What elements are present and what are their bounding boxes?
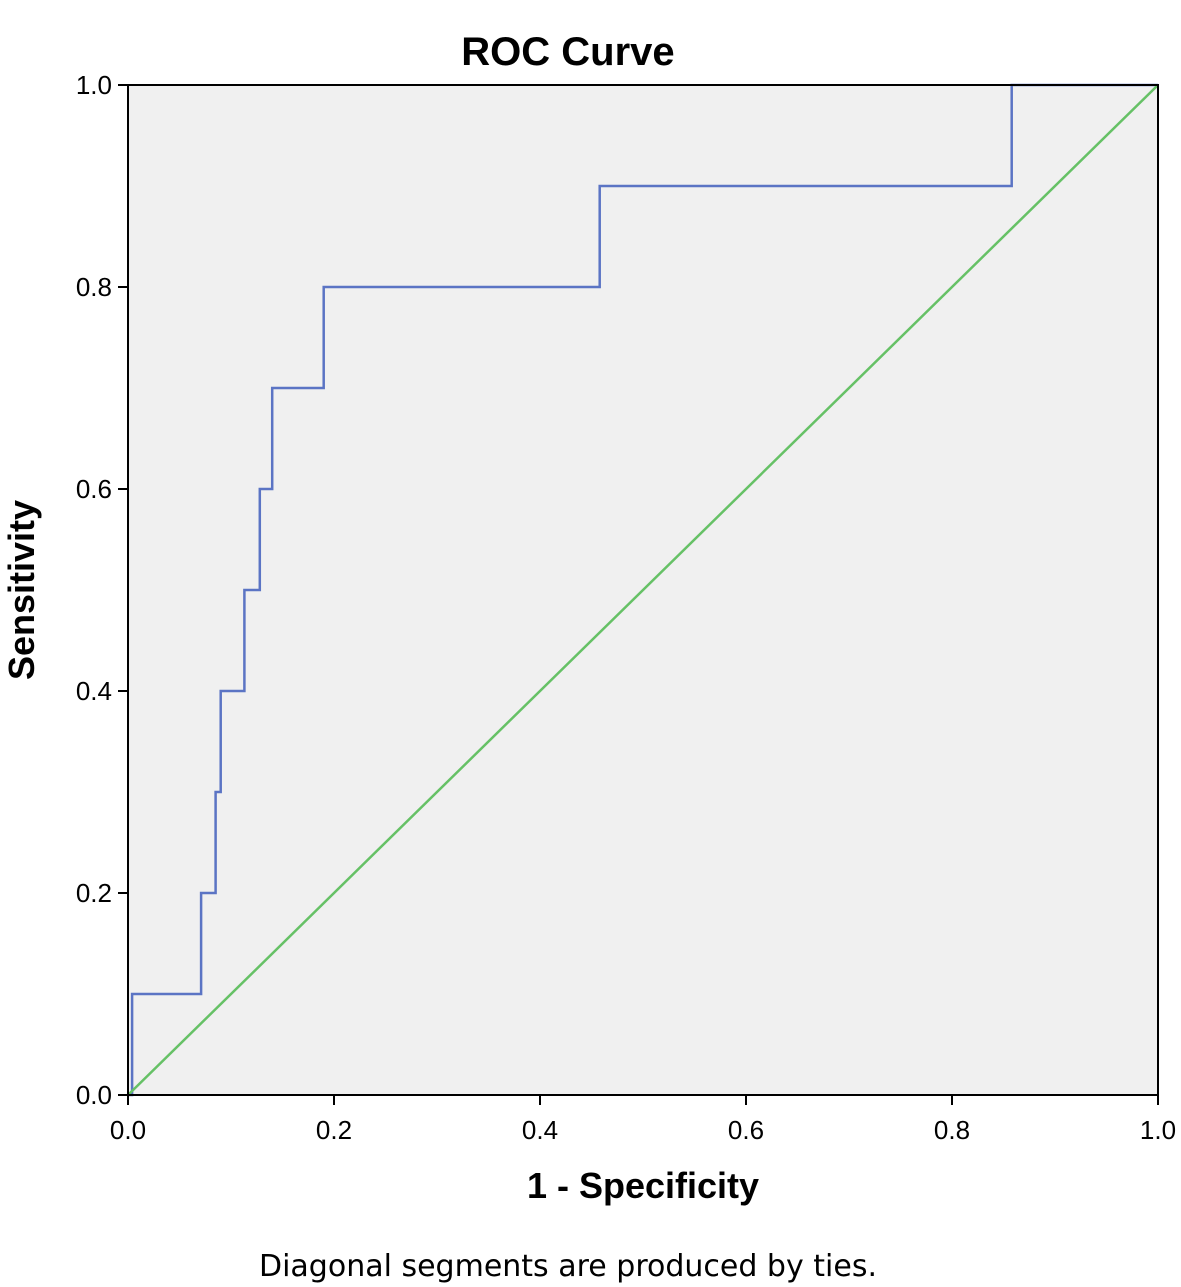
x-axis-label: 1 - Specificity — [527, 1165, 759, 1206]
y-tick-label: 0.8 — [76, 272, 112, 302]
x-tick-label: 0.8 — [934, 1115, 970, 1145]
plot-frame — [127, 84, 1159, 1096]
y-tick-label: 0.4 — [76, 676, 112, 706]
roc-curve-line — [128, 83, 1158, 1097]
x-tick-label: 0.0 — [110, 1115, 146, 1145]
chart-title: ROC Curve — [461, 30, 674, 74]
series-layer — [127, 83, 1159, 1097]
y-tick-label: 0.2 — [76, 878, 112, 908]
footnote: Diagonal segments are produced by ties. — [259, 1249, 877, 1284]
x-tick-label: 0.2 — [316, 1115, 352, 1145]
reference-diagonal-line — [127, 84, 1159, 1096]
y-tick-label: 0.0 — [76, 1080, 112, 1110]
y-tick-label: 1.0 — [76, 70, 112, 100]
x-tick-label: 0.6 — [728, 1115, 764, 1145]
y-axis-label: Sensitivity — [1, 500, 42, 680]
y-axis-ticks: 0.0 0.2 0.4 0.6 0.8 1.0 — [76, 70, 128, 1110]
x-tick-label: 1.0 — [1140, 1115, 1176, 1145]
x-axis-ticks: 0.0 0.2 0.4 0.6 0.8 1.0 — [110, 1095, 1176, 1145]
y-tick-label: 0.6 — [76, 474, 112, 504]
x-tick-label: 0.4 — [522, 1115, 558, 1145]
